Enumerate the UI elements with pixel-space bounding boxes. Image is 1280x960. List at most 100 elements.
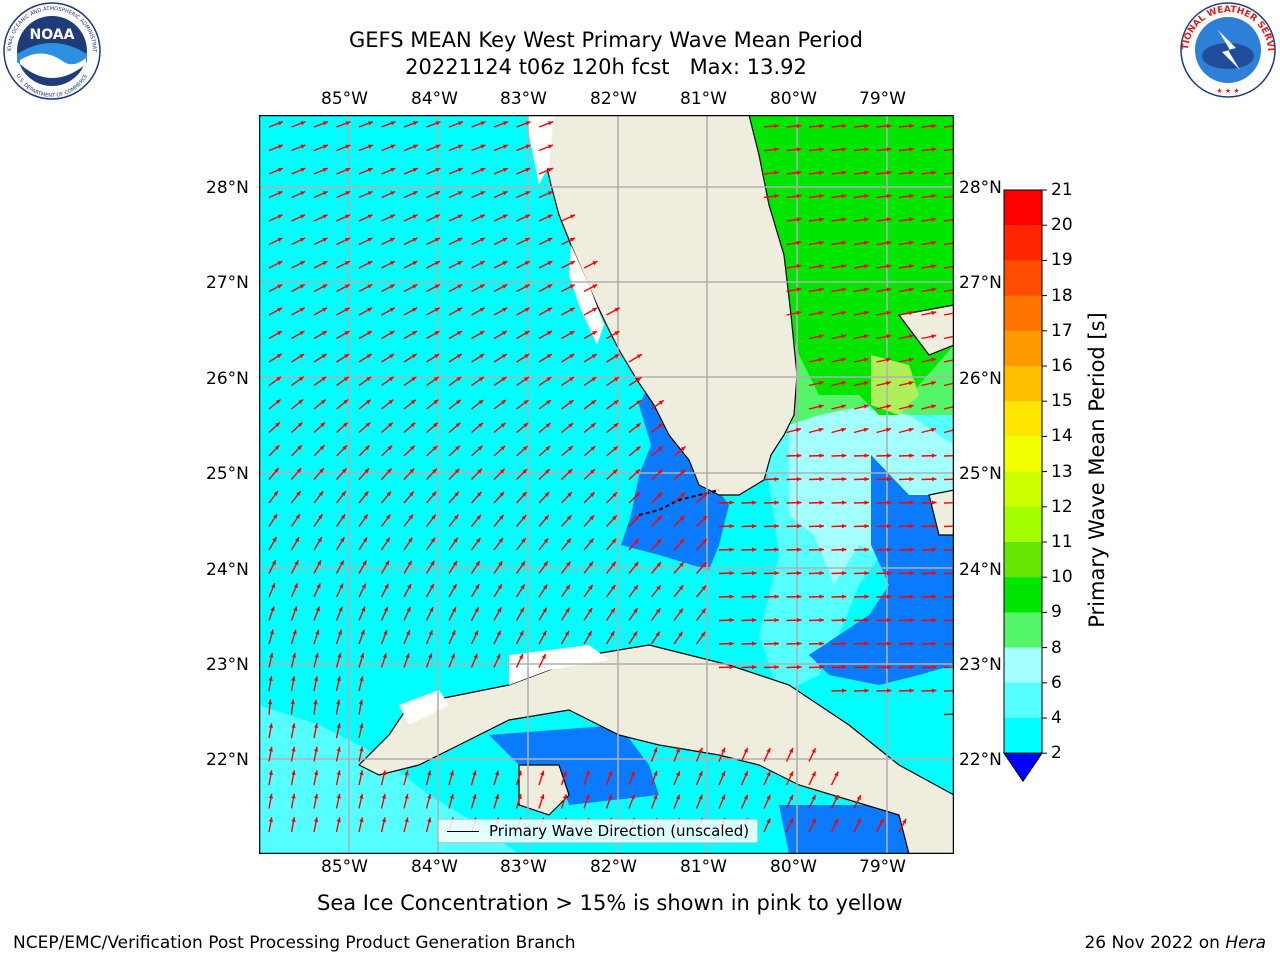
wave-direction-arrowhead bbox=[796, 547, 802, 552]
wave-direction-arrowhead bbox=[818, 381, 824, 386]
wave-direction-arrowhead bbox=[698, 771, 703, 777]
wave-direction-arrowhead bbox=[494, 770, 500, 776]
lat-tick-right-26: 26°N bbox=[959, 369, 1002, 389]
wave-direction-arrowhead bbox=[679, 562, 684, 567]
wave-direction-arrowhead bbox=[381, 770, 387, 776]
wave-direction-arrowhead bbox=[277, 261, 283, 266]
wave-direction-arrowhead bbox=[863, 357, 869, 362]
wave-direction-arrowhead bbox=[411, 354, 417, 359]
wave-direction-arrowhead bbox=[591, 354, 597, 359]
wave-direction-arrowhead bbox=[295, 537, 300, 543]
wave-direction-arrowhead bbox=[322, 284, 328, 289]
wave-direction-arrowhead bbox=[841, 240, 847, 245]
wave-direction-arrowhead bbox=[592, 307, 598, 312]
footer-machine: Hera bbox=[1225, 933, 1266, 953]
wave-direction-arrowhead bbox=[545, 446, 551, 451]
colorbar-segment bbox=[1004, 436, 1042, 473]
lat-tick-right-24: 24°N bbox=[959, 560, 1002, 580]
wave-direction-arrowhead bbox=[365, 422, 371, 428]
wave-direction-arrowhead bbox=[774, 123, 779, 129]
wave-direction-arrowhead bbox=[290, 699, 295, 705]
wave-direction-arrowhead bbox=[300, 168, 306, 172]
colorbar-segment bbox=[1004, 260, 1042, 297]
wave-direction-arrowhead bbox=[658, 446, 663, 451]
wave-direction-arrowhead bbox=[364, 445, 370, 451]
wave-direction-arrowhead bbox=[909, 123, 914, 129]
wave-direction-arrowhead bbox=[503, 144, 508, 149]
wave-direction-arrowhead bbox=[412, 307, 418, 312]
wave-direction-arrowhead bbox=[908, 404, 914, 409]
wave-direction-arrowhead bbox=[501, 399, 506, 405]
wave-direction-arrowhead bbox=[841, 404, 847, 409]
wave-direction-arrowhead bbox=[317, 537, 322, 543]
cb-tick-16: 16 bbox=[1051, 356, 1073, 376]
wave-direction-arrowhead bbox=[389, 331, 395, 336]
lat-tick-left-27: 27°N bbox=[206, 273, 249, 293]
wave-direction-arrowhead bbox=[678, 608, 683, 614]
wave-direction-arrowhead bbox=[501, 354, 507, 359]
wave-direction-arrowhead bbox=[452, 560, 458, 566]
wave-direction-arrowhead bbox=[457, 191, 463, 196]
wave-direction-arrowhead bbox=[473, 653, 478, 659]
wave-direction-arrowhead bbox=[404, 794, 409, 799]
wave-direction-arrowhead bbox=[864, 123, 869, 129]
wave-direction-arrowhead bbox=[450, 653, 455, 659]
wave-direction-arrowhead bbox=[498, 561, 503, 567]
wave-direction-arrowhead bbox=[367, 214, 373, 219]
wave-direction-arrowhead bbox=[856, 818, 861, 824]
wave-direction-arrowhead bbox=[864, 641, 869, 646]
wave-direction-arrowhead bbox=[277, 307, 283, 312]
wave-direction-arrowhead bbox=[268, 770, 273, 776]
wave-direction-arrowhead bbox=[751, 594, 757, 599]
wave-direction-arrowhead bbox=[931, 427, 936, 432]
lon-tick-bottom-7: 79°W bbox=[859, 857, 906, 877]
wave-direction-arrowhead bbox=[841, 194, 847, 199]
wave-direction-arrowhead bbox=[323, 121, 328, 126]
wave-direction-arrowhead bbox=[386, 491, 391, 497]
lat-tick-right-23: 23°N bbox=[959, 655, 1002, 675]
ocean-period-2-4-bahamas bbox=[809, 455, 954, 685]
wave-direction-arrowhead bbox=[299, 354, 305, 359]
wave-direction-arrowhead bbox=[774, 477, 779, 482]
wave-direction-arrowhead bbox=[679, 515, 685, 521]
wave-direction-arrowhead bbox=[886, 524, 892, 529]
wave-direction-arrowhead bbox=[274, 468, 279, 473]
wave-direction-arrowhead bbox=[384, 583, 389, 589]
wave-direction-arrowhead bbox=[864, 524, 869, 529]
wave-direction-arrowhead bbox=[675, 771, 680, 777]
wave-direction-arrowhead bbox=[361, 583, 366, 589]
wave-direction-arrowhead bbox=[276, 376, 282, 382]
wave-direction-arrowhead bbox=[427, 770, 432, 776]
wave-direction-arrowhead bbox=[430, 537, 436, 543]
wave-direction-arrowhead bbox=[909, 500, 914, 505]
wave-direction-arrowhead bbox=[729, 618, 734, 623]
map bbox=[259, 115, 954, 854]
wave-direction-arrow bbox=[943, 666, 954, 669]
wave-direction-arrowhead bbox=[630, 794, 635, 800]
wave-direction-arrowhead bbox=[834, 771, 839, 777]
wave-direction-arrowhead bbox=[361, 606, 366, 612]
wave-direction-arrowhead bbox=[336, 793, 341, 799]
wave-direction-arrowhead bbox=[271, 583, 276, 589]
wave-direction-arrowhead bbox=[314, 653, 319, 658]
wave-direction-arrowhead bbox=[886, 594, 892, 599]
wave-direction-arrowhead bbox=[523, 423, 529, 428]
cb-tick-8: 8 bbox=[1051, 638, 1062, 658]
wave-direction-arrowhead bbox=[294, 560, 299, 566]
wave-direction-arrowhead bbox=[796, 571, 802, 576]
wave-direction-arrowhead bbox=[292, 629, 297, 635]
ocean-period-10-11 bbox=[749, 115, 954, 415]
wave-direction-arrowhead bbox=[909, 524, 914, 529]
wave-direction-arrowhead bbox=[796, 453, 802, 458]
wave-direction-arrowhead bbox=[841, 147, 847, 152]
wave-direction-arrowhead bbox=[503, 121, 508, 126]
wave-direction-arrowhead bbox=[385, 537, 390, 543]
wave-direction-arrowhead bbox=[611, 561, 616, 567]
wave-direction-arrowhead bbox=[675, 794, 680, 800]
wave-direction-arrowhead bbox=[277, 331, 282, 336]
wave-direction-arrowhead bbox=[909, 477, 914, 482]
wave-direction-arrowhead bbox=[789, 818, 793, 824]
wave-direction-arrowhead bbox=[390, 144, 396, 149]
wave-direction-arrowhead bbox=[566, 515, 572, 521]
wave-direction-arrowhead bbox=[314, 723, 319, 729]
